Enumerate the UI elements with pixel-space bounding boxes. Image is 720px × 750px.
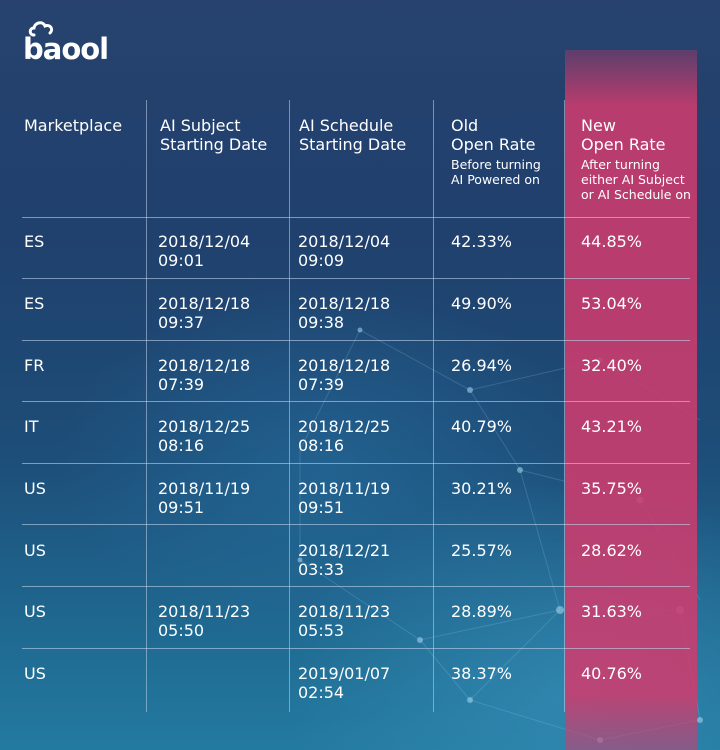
ai-schedule-date-cell: 2018/12/04	[298, 232, 391, 251]
ai-subject-time-cell: 08:16	[158, 436, 205, 455]
ai-subject-time-cell: 05:50	[158, 621, 205, 640]
new-rate-cell: 53.04%	[581, 294, 643, 313]
old-rate-cell: 30.21%	[451, 479, 513, 498]
new-rate-cell: 43.21%	[581, 417, 643, 436]
column-divider	[146, 100, 147, 712]
old-rate-cell: 38.37%	[451, 664, 513, 683]
new-rate-cell: 31.63%	[581, 602, 643, 621]
header-title: Old Open Rate	[451, 116, 536, 154]
new-rate-cell: 44.85%	[581, 232, 643, 251]
ai-subject-date-cell: 2018/12/18	[158, 356, 251, 375]
cloud-icon	[28, 21, 54, 37]
ai-schedule-date-cell: 2018/11/23	[298, 602, 391, 621]
ai-subject-date-cell: 2018/11/23	[158, 602, 251, 621]
old-rate-cell: 26.94%	[451, 356, 513, 375]
new-rate-cell: 32.40%	[581, 356, 643, 375]
ai-schedule-time-cell: 09:38	[298, 313, 345, 332]
header-old-rate: Old Open Rate Before turning AI Powered …	[451, 116, 541, 187]
column-divider	[433, 100, 434, 712]
old-rate-cell: 28.89%	[451, 602, 513, 621]
row-divider	[22, 586, 690, 587]
old-rate-cell: 40.79%	[451, 417, 513, 436]
ai-subject-date-cell: 2018/11/19	[158, 479, 251, 498]
header-new-rate: New Open Rate After turning either AI Su…	[581, 116, 691, 202]
header-title: AI Subject Starting Date	[160, 116, 268, 154]
header-title: Marketplace	[24, 116, 123, 135]
ai-schedule-time-cell: 07:39	[298, 375, 345, 394]
row-divider	[22, 401, 690, 402]
old-rate-cell: 42.33%	[451, 232, 513, 251]
header-subtitle: After turning either AI Subject or AI Sc…	[581, 157, 691, 202]
ai-subject-date-cell: 2018/12/25	[158, 417, 251, 436]
ai-subject-date-cell: 2018/12/04	[158, 232, 251, 251]
ai-schedule-date-cell: 2018/11/19	[298, 479, 391, 498]
marketplace-cell: US	[24, 541, 46, 560]
header-title: New Open Rate	[581, 116, 666, 154]
marketplace-cell: US	[24, 664, 46, 683]
header-ai-subject: AI Subject Starting Date	[160, 116, 267, 154]
ai-schedule-time-cell: 02:54	[298, 683, 345, 702]
ai-subject-date-cell: 2018/12/18	[158, 294, 251, 313]
ai-subject-time-cell: 09:37	[158, 313, 205, 332]
marketplace-cell: ES	[24, 232, 45, 251]
ai-subject-time-cell: 09:51	[158, 498, 205, 517]
new-rate-cell: 40.76%	[581, 664, 643, 683]
row-divider	[22, 463, 690, 464]
ai-schedule-date-cell: 2019/01/07	[298, 664, 391, 683]
row-divider	[22, 217, 690, 218]
header-title: AI Schedule Starting Date	[299, 116, 407, 154]
ai-schedule-date-cell: 2018/12/18	[298, 356, 391, 375]
header-subtitle: Before turning AI Powered on	[451, 157, 541, 187]
old-rate-cell: 25.57%	[451, 541, 513, 560]
ai-schedule-time-cell: 08:16	[298, 436, 345, 455]
marketplace-cell: US	[24, 479, 46, 498]
ai-schedule-date-cell: 2018/12/25	[298, 417, 391, 436]
marketplace-cell: FR	[24, 356, 45, 375]
ai-schedule-time-cell: 09:51	[298, 498, 345, 517]
ai-schedule-time-cell: 05:53	[298, 621, 345, 640]
marketplace-cell: ES	[24, 294, 45, 313]
header-marketplace: Marketplace	[24, 116, 122, 135]
ai-subject-time-cell: 09:01	[158, 251, 205, 270]
new-rate-cell: 28.62%	[581, 541, 643, 560]
ai-schedule-time-cell: 03:33	[298, 560, 345, 579]
row-divider	[22, 340, 690, 341]
ai-schedule-date-cell: 2018/12/21	[298, 541, 391, 560]
row-divider	[22, 648, 690, 649]
marketplace-cell: US	[24, 602, 46, 621]
marketplace-cell: IT	[24, 417, 39, 436]
logo-text: baool	[23, 32, 109, 66]
ai-subject-time-cell: 07:39	[158, 375, 205, 394]
column-divider	[564, 100, 565, 712]
column-divider	[289, 100, 290, 712]
old-rate-cell: 49.90%	[451, 294, 513, 313]
header-ai-schedule: AI Schedule Starting Date	[299, 116, 406, 154]
brand-logo[interactable]: baool	[22, 21, 120, 66]
new-rate-highlight-column	[565, 50, 697, 750]
row-divider	[22, 278, 690, 279]
ai-schedule-time-cell: 09:09	[298, 251, 345, 270]
row-divider	[22, 524, 690, 525]
ai-schedule-date-cell: 2018/12/18	[298, 294, 391, 313]
new-rate-cell: 35.75%	[581, 479, 643, 498]
